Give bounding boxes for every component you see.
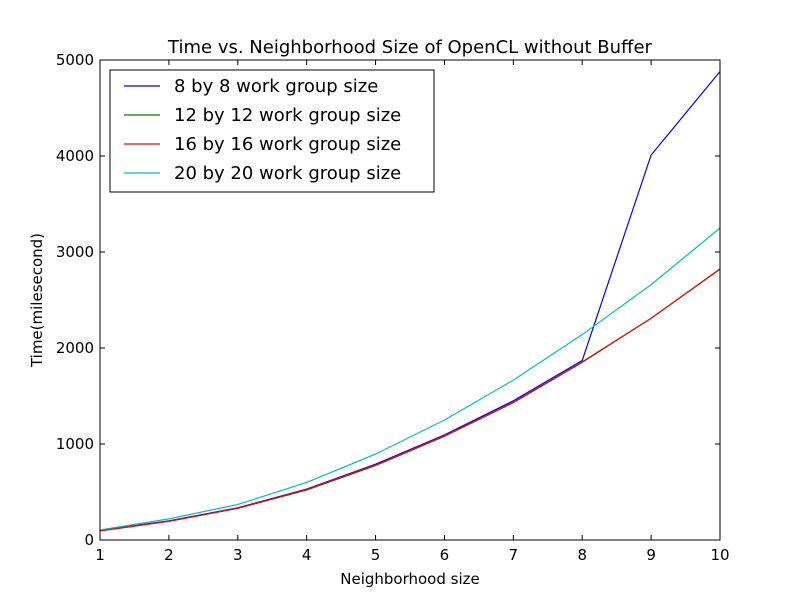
plot-frame (99, 59, 721, 541)
y-tick-label: 3000 (56, 243, 94, 261)
x-tick-label: 7 (509, 546, 519, 564)
series-line-3 (99, 268, 721, 532)
x-axis: 1 2 3 4 5 6 7 8 9 10 (95, 60, 730, 564)
y-tick-label: 1000 (56, 435, 94, 453)
y-axis-label: Time(milesecond) (28, 233, 46, 368)
y-tick-label: 5000 (56, 51, 94, 69)
y-tick-label: 2000 (56, 339, 94, 357)
x-tick-label: 8 (577, 546, 587, 564)
legend-label-1: 8 by 8 work group size (174, 76, 378, 97)
x-tick-label: 3 (233, 546, 243, 564)
y-tick-label: 4000 (56, 147, 94, 165)
legend-label-4: 20 by 20 work group size (174, 163, 401, 184)
legend-box (109, 69, 435, 193)
legend: 8 by 8 work group size 12 by 12 work grou… (109, 69, 435, 193)
y-axis: 0 1000 2000 3000 4000 5000 (56, 51, 720, 549)
y-tick-label: 0 (84, 531, 94, 549)
x-tick-label: 6 (440, 546, 450, 564)
x-axis-label: Neighborhood size (340, 570, 479, 588)
x-tick-label: 1 (95, 546, 105, 564)
series-line-4 (99, 227, 721, 531)
x-tick-label: 9 (646, 546, 656, 564)
x-tick-label: 4 (302, 546, 312, 564)
chart-title: Time vs. Neighborhood Size of OpenCL wit… (167, 37, 652, 58)
x-tick-label: 10 (710, 546, 729, 564)
legend-label-3: 16 by 16 work group size (174, 134, 401, 155)
x-tick-label: 5 (371, 546, 381, 564)
legend-label-2: 12 by 12 work group size (174, 105, 401, 126)
series-layer (99, 71, 721, 532)
x-tick-label: 2 (164, 546, 174, 564)
